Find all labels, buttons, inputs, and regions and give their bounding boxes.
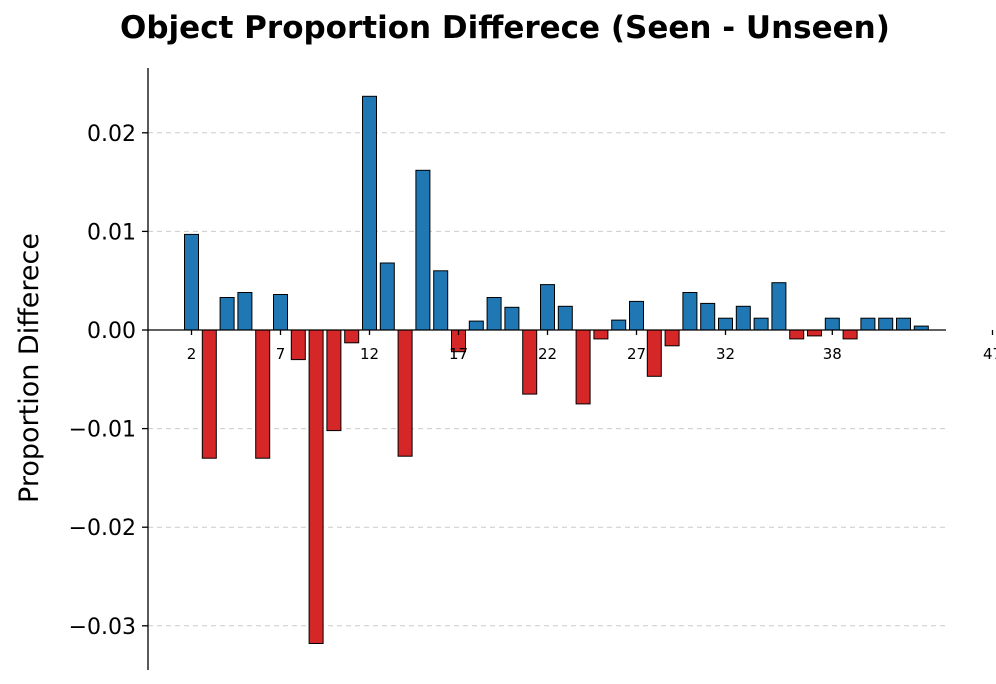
y-ticks: 0.02 0.01 0.00 −0.01 −0.02 −0.03 <box>69 122 148 640</box>
bar <box>735 305 751 331</box>
bar <box>718 317 733 331</box>
bar <box>860 317 876 331</box>
bar <box>486 297 502 331</box>
bar <box>789 329 805 340</box>
bar <box>557 305 573 331</box>
y-tick-label: 0.00 <box>87 319 136 344</box>
bar <box>575 329 591 405</box>
bar <box>896 317 911 331</box>
bar <box>842 329 858 340</box>
bar <box>326 329 342 432</box>
bar <box>771 282 787 331</box>
y-tick-label: 0.02 <box>87 122 136 147</box>
x-tick-label: 2 <box>187 345 197 363</box>
x-tick-label: 12 <box>360 345 379 363</box>
chart-title: Object Proportion Differece (Seen - Unse… <box>120 10 890 46</box>
bar <box>433 270 449 331</box>
x-tick-label: 7 <box>276 345 286 363</box>
bar <box>415 169 431 331</box>
y-axis-label: Proportion Differece <box>14 233 45 503</box>
bar <box>255 329 271 459</box>
bar <box>611 319 627 331</box>
bar <box>504 306 520 331</box>
bar <box>593 329 609 340</box>
bar <box>201 329 217 459</box>
bar <box>290 329 306 361</box>
x-tick-label: 38 <box>823 345 842 363</box>
bar <box>629 300 644 331</box>
bar <box>468 320 484 331</box>
bar <box>700 302 716 331</box>
x-tick-label: 17 <box>449 345 468 363</box>
bar <box>753 317 769 331</box>
x-tick-label: 27 <box>627 345 646 363</box>
x-tick-label: 47 <box>983 345 996 363</box>
y-tick-label: −0.01 <box>69 418 136 443</box>
x-ticks: 2712172227323847 <box>187 330 996 363</box>
bar <box>362 95 377 331</box>
bar <box>540 284 555 331</box>
bar <box>219 297 235 331</box>
bar <box>807 329 822 337</box>
bar <box>184 233 199 331</box>
bar <box>878 317 894 331</box>
bar <box>682 292 698 331</box>
bar <box>379 262 395 331</box>
y-tick-label: 0.01 <box>87 220 136 245</box>
bar <box>646 329 662 377</box>
bar <box>344 329 360 344</box>
y-tick-label: −0.03 <box>69 615 136 640</box>
bar <box>522 329 538 395</box>
bars <box>184 95 929 644</box>
x-tick-label: 22 <box>538 345 557 363</box>
y-tick-label: −0.02 <box>69 516 136 541</box>
bar <box>824 317 840 331</box>
bar <box>397 329 413 457</box>
bar <box>308 329 324 644</box>
bar <box>273 294 288 331</box>
bar <box>664 329 680 347</box>
x-tick-label: 32 <box>716 345 735 363</box>
bar <box>237 292 253 331</box>
